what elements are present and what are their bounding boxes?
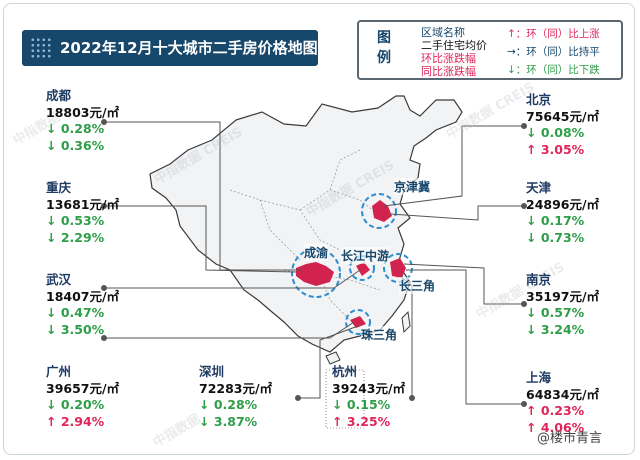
city-price: 75645元/㎡ [526, 108, 600, 124]
legend-mom: 环比涨跌幅 [421, 52, 476, 65]
city-yoy: ↓ 3.87% [199, 413, 258, 429]
csj-circle [383, 253, 413, 283]
city-mom: ↓ 0.47% [46, 305, 105, 320]
city-name: 天津 [526, 180, 552, 195]
city-yoy: ↑ 2.94% [46, 413, 105, 429]
title-bar: 2022年12月十大城市二手房价格地图 [22, 30, 318, 66]
city-price: 35197元/㎡ [526, 288, 600, 304]
region-label-cjzy: 长江中游 [341, 247, 390, 264]
leader-guangzhou [104, 321, 355, 339]
city-nanjing: 南京 35197元/㎡ ↓ 0.57% ↓ 3.24% [526, 272, 599, 338]
city-price: 64834元/㎡ [526, 386, 600, 402]
legend-price: 二手住宅均价 [421, 39, 487, 52]
leader-shanghai [406, 269, 524, 405]
legend-yoy: 同比涨跌幅 [421, 65, 476, 78]
page-title: 2022年12月十大城市二手房价格地图 [60, 39, 318, 57]
city-yoy: ↓ 0.36% [46, 137, 105, 153]
leader-chengdu [104, 121, 302, 271]
city-mom: ↓ 0.08% [526, 125, 585, 140]
city-shanghai: 上海 64834元/㎡ ↑ 0.23% ↑ 4.06% [526, 370, 599, 436]
city-name: 杭州 [332, 364, 358, 379]
city-mom: ↓ 0.17% [526, 213, 585, 228]
city-name: 重庆 [46, 180, 72, 195]
city-mom: ↓ 0.53% [46, 213, 105, 228]
city-name: 上海 [526, 370, 552, 385]
footer-credit: @楼市青言 [537, 431, 603, 446]
leader-beijing [383, 125, 524, 207]
city-name: 广州 [46, 364, 72, 379]
leader-lines [101, 119, 527, 407]
jjj-circle [361, 193, 397, 229]
hainan-island [325, 351, 341, 365]
city-yoy: ↓ 0.73% [526, 229, 585, 245]
city-price: 13681元/㎡ [46, 196, 120, 212]
city-hangzhou: 杭州 39243元/㎡ ↓ 0.15% ↑ 3.25% [332, 364, 405, 430]
city-wuhan: 武汉 18407元/㎡ ↓ 0.47% ↓ 3.50% [46, 272, 119, 338]
page-frame [3, 3, 635, 455]
province-line-west [229, 149, 381, 321]
region-label-jjj: 京津冀 [394, 178, 431, 195]
city-price: 39243元/㎡ [332, 380, 406, 396]
legend-flat: →：环（同）比持平 [507, 46, 600, 58]
city-name: 武汉 [46, 272, 72, 287]
city-guangzhou: 广州 39657元/㎡ ↓ 0.20% ↑ 2.94% [46, 364, 119, 430]
legend-down: ↓：环（同）比下跌 [507, 64, 600, 76]
leader-wuhan [104, 269, 361, 289]
legend-up: ↑：环（同）比上涨 [507, 28, 600, 40]
city-chongqing: 重庆 13681元/㎡ ↓ 0.53% ↓ 2.29% [46, 180, 119, 246]
dots-icon [30, 37, 52, 59]
city-mom: ↓ 0.28% [199, 397, 258, 412]
leader-nanjing [403, 263, 524, 305]
city-name: 深圳 [199, 364, 225, 379]
csj-highlight [390, 258, 406, 278]
city-yoy: ↑ 3.05% [526, 141, 585, 157]
city-tianjin: 天津 24896元/㎡ ↓ 0.17% ↓ 0.73% [526, 180, 599, 246]
leader-tianjin [389, 205, 524, 221]
city-yoy: ↑ 3.25% [332, 413, 391, 429]
taiwan-island [401, 310, 411, 334]
city-yoy: ↓ 3.24% [526, 321, 585, 337]
city-price: 39657元/㎡ [46, 380, 120, 396]
city-mom: ↑ 0.23% [526, 403, 585, 418]
city-price: 18803元/㎡ [46, 104, 120, 120]
city-yoy: ↑ 4.06% [526, 419, 585, 435]
region-label-csj: 长三角 [399, 277, 436, 294]
region-label-cy: 成渝 [304, 244, 329, 261]
city-mom: ↓ 0.28% [46, 121, 105, 136]
city-yoy: ↓ 2.29% [46, 229, 105, 245]
region-label-zsj: 珠三角 [361, 326, 398, 343]
zsj-highlight [350, 316, 366, 328]
city-price: 72283元/㎡ [199, 380, 273, 396]
city-mom: ↓ 0.57% [526, 305, 585, 320]
legend: 图例 区域名称 二手住宅均价 环比涨跌幅 同比涨跌幅 ↑：环（同）比上涨 →：环… [357, 20, 623, 80]
cj-highlight [356, 262, 370, 276]
city-price: 24896元/㎡ [526, 196, 600, 212]
city-yoy: ↓ 3.50% [46, 321, 105, 337]
leader-shenzhen [298, 325, 359, 399]
south-sea-inset [325, 369, 365, 429]
legend-region-name: 区域名称 [421, 26, 465, 39]
city-name: 南京 [526, 272, 552, 287]
zsj-circle [345, 309, 371, 335]
cy-highlight [296, 262, 334, 286]
legend-title: 图例 [377, 30, 391, 66]
city-beijing: 北京 75645元/㎡ ↓ 0.08% ↑ 3.05% [526, 92, 599, 158]
china-outline [149, 95, 463, 353]
leader-chongqing [104, 205, 297, 273]
city-mom: ↓ 0.20% [46, 397, 105, 412]
city-name: 北京 [526, 92, 552, 107]
city-chengdu: 成都 18803元/㎡ ↓ 0.28% ↓ 0.36% [46, 88, 119, 154]
city-shenzhen: 深圳 72283元/㎡ ↓ 0.28% ↓ 3.87% [199, 364, 272, 430]
city-price: 18407元/㎡ [46, 288, 120, 304]
city-name: 成都 [46, 88, 72, 103]
city-mom: ↓ 0.15% [332, 397, 391, 412]
